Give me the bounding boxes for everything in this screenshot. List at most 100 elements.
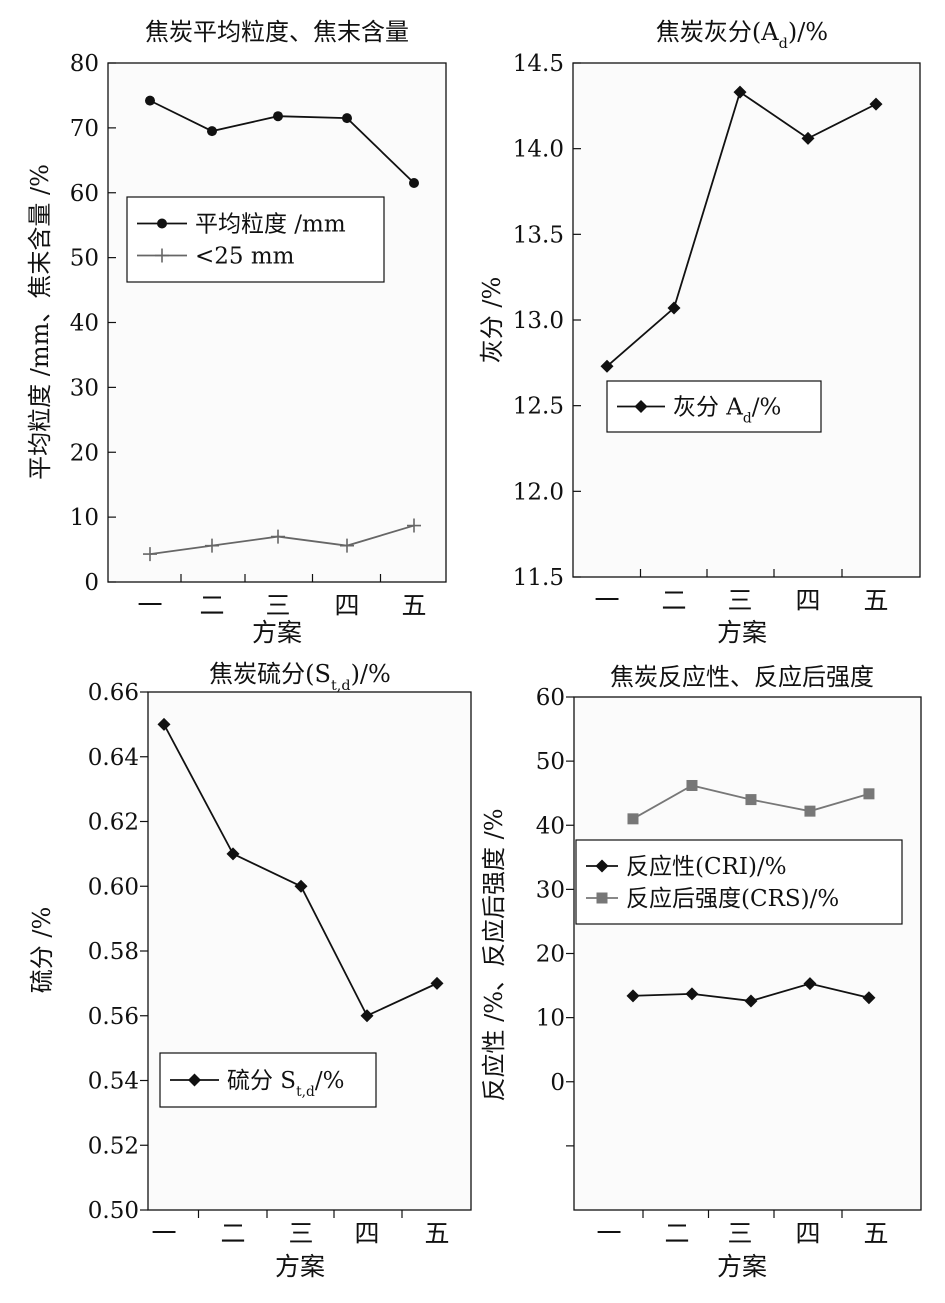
legend-marker	[596, 892, 608, 904]
y-tick-label: 13.0	[513, 308, 564, 334]
x-tick-label: 五	[863, 1219, 888, 1248]
data-point	[143, 547, 157, 562]
y-tick-label: 12.5	[513, 394, 564, 420]
data-point	[745, 794, 757, 806]
x-tick-label: 二	[199, 591, 224, 620]
y-tick-label: 40	[70, 311, 99, 337]
y-tick-label: 50	[536, 749, 565, 775]
data-point	[686, 779, 698, 791]
chart-title: 焦炭平均粒度、焦末含量	[145, 18, 409, 46]
x-tick-label: 五	[863, 586, 888, 615]
x-tick-label: 一	[137, 591, 162, 620]
y-tick-label: 14.5	[513, 51, 564, 77]
data-point	[863, 788, 875, 800]
x-tick-label: 二	[661, 586, 686, 615]
y-tick-label: 60	[536, 685, 565, 711]
data-point	[685, 987, 699, 1001]
legend-label: 硫分 St,d/%	[227, 1068, 344, 1100]
y-axis-label: 反应性 /%、反应后强度 /%	[480, 808, 508, 1101]
y-tick-label: 50	[70, 246, 99, 272]
legend-box	[126, 196, 385, 283]
x-axis-label: 方案	[717, 618, 767, 647]
x-axis-label: 方案	[275, 1252, 325, 1281]
y-axis-label: 硫分 /%	[28, 907, 56, 994]
chart-panel-cri-csr: 焦炭反应性、反应后强度 0 10 20 30 40 50 60 一 二 三 四 五方案 反应性 /%、反应…	[472, 650, 945, 1299]
x-tick-label: 三	[727, 1219, 752, 1248]
y-tick-label: 13.5	[513, 222, 564, 248]
legend: 平均粒度 /mm <25 mm	[126, 196, 385, 283]
plot-frame	[572, 62, 921, 578]
y-tick-label: 0.62	[88, 810, 139, 836]
y-tick-label: 80	[70, 51, 99, 77]
data-point	[600, 359, 614, 373]
y-tick-label: 10	[70, 505, 99, 531]
y-tick-label: 60	[70, 181, 99, 207]
chart-title: 焦炭硫分(St,d)/%	[209, 660, 391, 694]
x-tick-label: 五	[401, 591, 426, 620]
y-tick-label: 0.60	[88, 874, 139, 900]
plot-frame	[107, 62, 447, 583]
legend: 灰分 Ad/%	[606, 380, 822, 433]
legend-label: 反应后强度(CRS)/%	[626, 886, 839, 912]
legend-marker	[155, 248, 169, 263]
data-point	[862, 991, 876, 1005]
x-axis-label: 方案	[717, 1252, 767, 1281]
data-point	[407, 518, 421, 533]
plot-background	[573, 63, 920, 577]
x-axis-label: 方案	[252, 618, 302, 647]
data-point	[667, 301, 681, 315]
y-tick-label: 0.50	[88, 1198, 139, 1224]
data-point	[205, 538, 219, 553]
data-point	[207, 126, 217, 137]
legend-marker	[188, 1073, 201, 1087]
data-point	[430, 976, 444, 990]
chart-panel-sulfur: 焦炭硫分(St,d)/% 0.50 0.52 0.54 0.56 0.58 0.60 0.62…	[0, 650, 472, 1299]
y-tick-label: 11.5	[513, 565, 564, 591]
legend-marker	[157, 218, 167, 229]
y-tick-label: 0	[84, 570, 99, 596]
y-tick-label: 20	[536, 942, 565, 968]
data-point	[626, 989, 640, 1003]
plot-frame	[573, 696, 922, 1211]
x-tick-label: 四	[795, 1219, 820, 1248]
series-0	[157, 717, 444, 1023]
series-0	[600, 85, 883, 373]
data-point	[804, 805, 816, 817]
x-tick-label: 四	[354, 1219, 379, 1248]
y-tick-label: 30	[70, 375, 99, 401]
x-tick-label: 二	[220, 1219, 245, 1248]
x-tick-label: 五	[424, 1219, 449, 1248]
data-point	[340, 538, 354, 553]
data-point	[226, 847, 240, 861]
x-tick-label: 三	[727, 586, 752, 615]
legend-marker	[634, 400, 648, 413]
chart-svg-cri-csr: 焦炭反应性、反应后强度 0 10 20 30 40 50 60 一 二 三 四 五方案 反应性 /%、反应…	[480, 663, 922, 1281]
y-tick-label: 0.52	[88, 1133, 139, 1159]
legend-label: <25 mm	[195, 244, 295, 270]
y-tick-label: 0	[550, 1070, 565, 1096]
y-tick-label: 14.0	[513, 137, 564, 163]
chart-panel-size-fines: 焦炭平均粒度、焦末含量 0 10 20 30 40 50 60 70 80 一 二 三 四 五方案 平均粒度 …	[0, 0, 472, 650]
plot-frame	[147, 691, 472, 1211]
x-tick-label: 一	[594, 586, 619, 615]
series-0	[145, 95, 419, 189]
series-1	[627, 779, 875, 825]
y-tick-label: 0.54	[88, 1069, 139, 1095]
y-tick-label: 0.58	[88, 939, 139, 965]
y-tick-label: 10	[536, 1006, 565, 1032]
y-tick-label: 12.0	[513, 479, 564, 505]
legend: 硫分 St,d/%	[159, 1052, 377, 1108]
data-point	[273, 111, 283, 122]
series-1	[143, 518, 421, 562]
chart-svg-sulfur: 焦炭硫分(St,d)/% 0.50 0.52 0.54 0.56 0.58 0.60 0.62…	[28, 660, 472, 1281]
data-point	[271, 529, 285, 544]
x-tick-label: 四	[795, 586, 820, 615]
data-point	[733, 85, 747, 99]
x-tick-label: 三	[265, 591, 290, 620]
chart-panel-ash: 焦炭灰分(Ad)/% 11.5 12.0 12.5 13.0 13.5 14.0 14.5 一 二…	[472, 0, 945, 650]
y-axis-label: 灰分 /%	[478, 277, 506, 364]
data-point	[157, 717, 171, 731]
data-point	[342, 113, 352, 124]
chart-title: 焦炭灰分(Ad)/%	[656, 18, 828, 52]
y-tick-label: 30	[536, 877, 565, 903]
